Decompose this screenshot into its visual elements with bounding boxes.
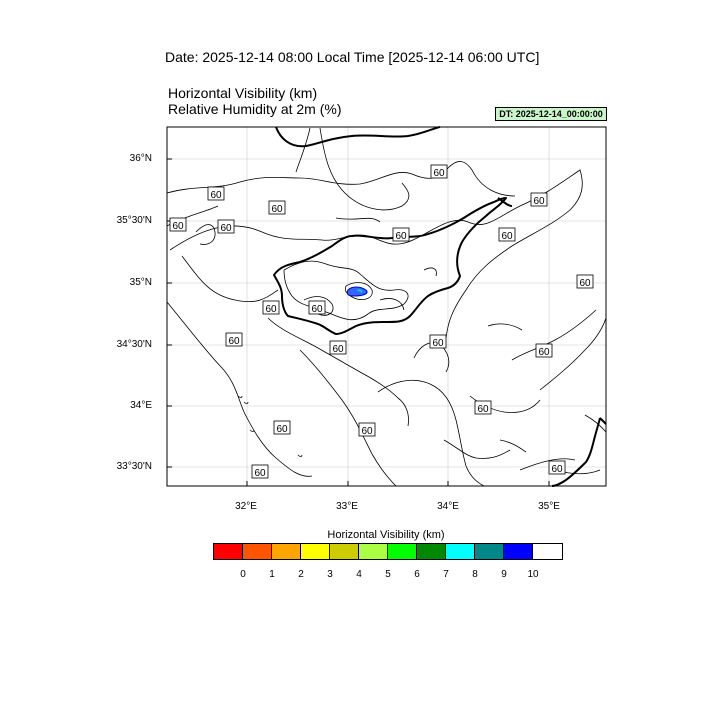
lat-tick-label: 34°30'N	[116, 339, 152, 350]
svg-text:60: 60	[395, 231, 407, 242]
colorbar-swatch	[417, 544, 446, 559]
svg-text:60: 60	[551, 464, 563, 475]
contour-label: 60	[268, 200, 286, 215]
svg-text:60: 60	[332, 344, 344, 355]
lon-tick-label: 33°E	[336, 501, 358, 512]
colorbar-swatch	[301, 544, 330, 559]
coastline-levant	[551, 417, 601, 487]
contour-label: 60	[358, 422, 376, 437]
lat-tick-label: 36°N	[129, 153, 152, 164]
colorbar-title: Horizontal Visibility (km)	[327, 529, 445, 541]
svg-text:60: 60	[433, 168, 445, 179]
contour-label: 60	[530, 192, 548, 207]
svg-text:60: 60	[276, 424, 288, 435]
variable-label-visibility: Horizontal Visibility (km)	[168, 85, 318, 101]
coastlines	[273, 126, 607, 487]
svg-text:60: 60	[579, 278, 591, 289]
svg-text:60: 60	[538, 347, 550, 358]
lon-tick-label: 32°E	[235, 501, 257, 512]
svg-text:60: 60	[432, 338, 444, 349]
colorbar-swatch	[475, 544, 504, 559]
contour-label: 60	[429, 334, 447, 349]
colorbar-swatch	[330, 544, 359, 559]
colorbar-swatch	[388, 544, 417, 559]
lat-tick-label: 33°30'N	[116, 461, 152, 472]
contour-label: 60	[329, 340, 347, 355]
datetime-badge: DT: 2025-12-14_00:00:00	[495, 107, 607, 121]
map-frame	[166, 126, 607, 487]
contour-label: 60	[262, 300, 280, 315]
colorbar-swatch	[533, 544, 562, 559]
svg-text:60: 60	[361, 426, 373, 437]
svg-text:60: 60	[254, 468, 266, 479]
colorbar-label: 4	[356, 569, 362, 580]
colorbar-label: 7	[443, 569, 449, 580]
svg-text:60: 60	[501, 231, 513, 242]
contour-label: 60	[169, 217, 187, 232]
tick-marks	[167, 158, 550, 486]
contour-label: 60	[430, 164, 448, 179]
contour-label: 60	[273, 420, 291, 435]
contour-label: 60	[251, 464, 269, 479]
lat-tick-label: 35°30'N	[116, 215, 152, 226]
colorbar-label: 8	[472, 569, 478, 580]
svg-text:60: 60	[220, 223, 232, 234]
contour-label: 60	[308, 300, 326, 315]
graticule	[167, 127, 606, 486]
humidity-contours	[166, 127, 607, 487]
svg-text:60: 60	[271, 204, 283, 215]
svg-text:60: 60	[533, 196, 545, 207]
colorbar-label: 10	[527, 569, 539, 580]
svg-text:60: 60	[265, 304, 277, 315]
contour-label: 60	[535, 343, 553, 358]
chart-title: Date: 2025-12-14 08:00 Local Time [2025-…	[165, 49, 540, 65]
contour-label: 60	[225, 332, 243, 347]
svg-text:60: 60	[477, 404, 489, 415]
coastline-cyprus	[273, 197, 507, 335]
colorbar-swatch	[504, 544, 533, 559]
contour-label: 60	[474, 400, 492, 415]
contour-label: 60	[392, 227, 410, 242]
colorbar-swatch	[446, 544, 475, 559]
lon-tick-label: 35°E	[538, 501, 560, 512]
colorbar-swatch	[214, 544, 243, 559]
colorbar-label: 0	[240, 569, 246, 580]
colorbar-swatch	[243, 544, 272, 559]
lon-tick-label: 34°E	[437, 501, 459, 512]
lat-tick-label: 34°E	[130, 400, 152, 411]
contour-label: 60	[576, 274, 594, 289]
colorbar-label: 2	[298, 569, 304, 580]
svg-text:60: 60	[172, 221, 184, 232]
visibility-patch	[346, 286, 368, 297]
colorbar-label: 9	[501, 569, 507, 580]
svg-text:60: 60	[228, 336, 240, 347]
coastline-turkey	[275, 126, 441, 148]
contour-label: 60	[548, 460, 566, 475]
contour-label: 60	[217, 219, 235, 234]
variable-label-humidity: Relative Humidity at 2m (%)	[168, 101, 342, 117]
colorbar-label: 1	[269, 569, 275, 580]
colorbar-swatch	[359, 544, 388, 559]
contour-labels: 60 60 60 60 60 60 60 60 60 60 60 60 60 60 60 60 60 60 60 60	[169, 164, 594, 479]
colorbar-label: 6	[414, 569, 420, 580]
svg-text:60: 60	[210, 190, 222, 201]
colorbar-label: 3	[327, 569, 333, 580]
svg-text:60: 60	[311, 304, 323, 315]
colorbar-label: 5	[385, 569, 391, 580]
lat-tick-label: 35°N	[129, 277, 152, 288]
contour-label: 60	[207, 186, 225, 201]
colorbar	[213, 543, 563, 560]
contour-label: 60	[498, 227, 516, 242]
colorbar-swatch	[272, 544, 301, 559]
